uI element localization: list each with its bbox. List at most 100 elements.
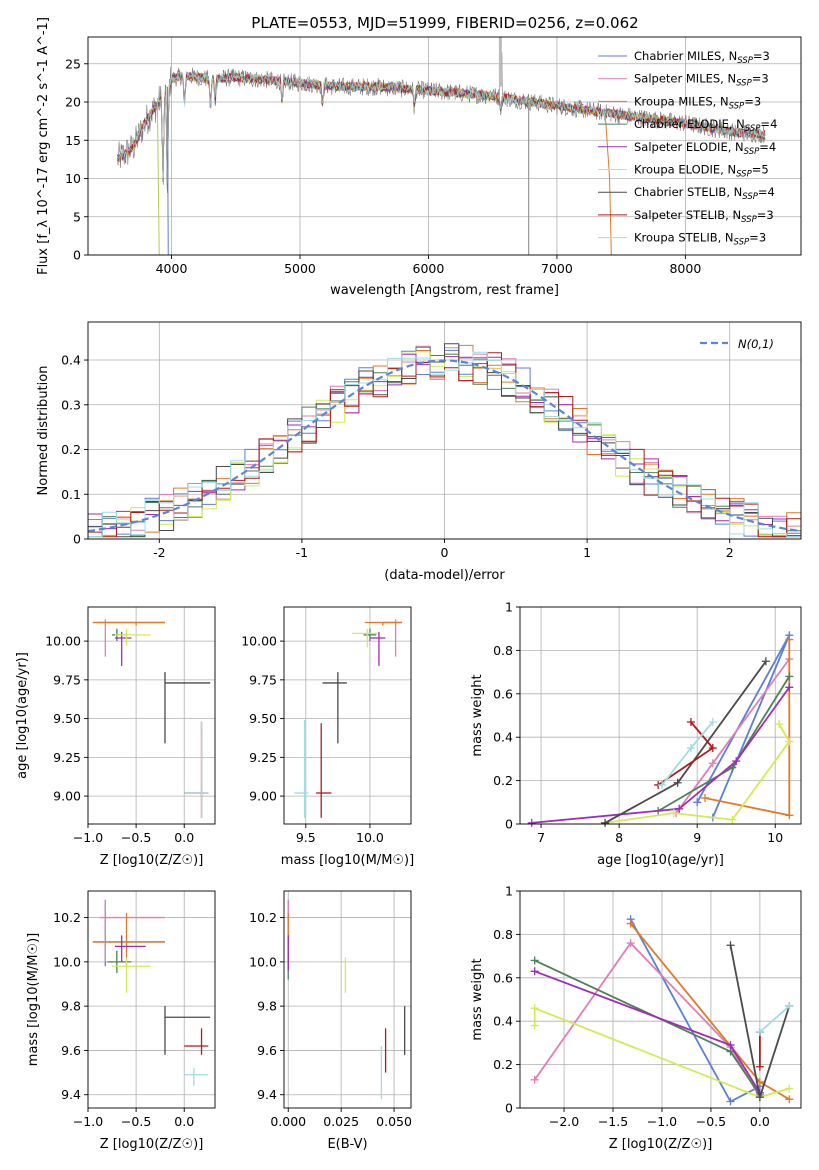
y-tick-label: 10.00 xyxy=(241,634,277,649)
weight-marker-KS xyxy=(708,718,717,727)
observed-spectrum xyxy=(117,52,766,194)
y-tick-label: 10.2 xyxy=(53,910,81,925)
normal-reference-curve xyxy=(88,359,801,533)
y-tick-label: 10.2 xyxy=(249,910,277,925)
y-tick-label: 15 xyxy=(65,133,81,148)
x-tick-label: 0.050 xyxy=(376,1114,412,1129)
weight-marker-KS xyxy=(658,780,667,789)
weight-marker-KS xyxy=(686,744,695,753)
weight-marker-CS xyxy=(755,1093,764,1102)
y-tick-label: 9.00 xyxy=(53,789,81,804)
weight-marker-SE xyxy=(530,967,539,976)
y-tick-label: 9.4 xyxy=(257,1087,277,1102)
figure-title: PLATE=0553, MJD=51999, FIBERID=0256, z=0… xyxy=(251,14,638,32)
legend-label-SE: Salpeter ELODIE, NSSP=4 xyxy=(634,140,776,157)
y-tick-label: 0.1 xyxy=(61,487,81,502)
model-drop xyxy=(605,121,612,255)
model-drop xyxy=(156,102,160,255)
y-tick-label: 0 xyxy=(505,1101,513,1116)
x-axis-label: Z [log10(Z/Z☉)] xyxy=(100,853,204,868)
x-axis-label: mass [log10(M/M☉)] xyxy=(281,853,414,868)
x-tick-label: 0.0 xyxy=(750,1114,770,1129)
x-tick-label: −1.5 xyxy=(598,1114,628,1129)
histogram-SS xyxy=(88,352,801,538)
spectrum-panel: 4000 5000 6000 7000 8000 0 5 10 15 20 25 Chabrier M… xyxy=(65,36,802,276)
y-axis-label: mass weight xyxy=(470,674,485,756)
weight-marker-KM xyxy=(626,919,635,928)
x-tick-label: −2.0 xyxy=(549,1114,579,1129)
legend-label-CE: Chabrier ELODIE, NSSP=4 xyxy=(634,117,777,134)
y-tick-label: 9.8 xyxy=(257,999,277,1014)
y-tick-label: 0.6 xyxy=(493,970,513,985)
y-tick-label: 25 xyxy=(65,56,81,71)
weight-line-CE xyxy=(534,959,761,1096)
x-axis-label: Z [log10(Z/Z☉)] xyxy=(609,1137,713,1152)
series xyxy=(530,915,794,1106)
weight-line-KM xyxy=(629,922,790,1101)
y-tick-label: 5 xyxy=(73,209,81,224)
weight-marker-CM xyxy=(693,798,702,807)
x-tick-label: 1 xyxy=(583,545,591,560)
y-tick-label: 9.00 xyxy=(249,789,277,804)
legend-label-KM: Kroupa MILES, NSSP=3 xyxy=(634,94,761,111)
y-tick-label: 0.4 xyxy=(493,730,513,745)
y-axis-label: mass weight xyxy=(470,958,485,1040)
x-axis-label: age [log10(age/yr)] xyxy=(597,853,724,868)
y-tick-label: 20 xyxy=(65,95,81,110)
weight-marker-KM xyxy=(785,635,794,644)
age-vs-metallicity-panel: −1.0 −0.5 0.0 9.00 9.25 9.50 9.75 10.00 xyxy=(45,606,216,845)
legend-label-KS: Kroupa STELIB, NSSP=3 xyxy=(634,231,766,248)
y-tick-label: 0.6 xyxy=(493,686,513,701)
weight-marker-CE xyxy=(785,672,794,681)
y-tick-label: 0.2 xyxy=(493,773,513,788)
residuals-panel: -2 -1 0 1 2 0 0.1 0.2 0.3 0.4 N(0,1) xyxy=(61,321,802,560)
histograms xyxy=(88,343,801,538)
weight-marker-SS xyxy=(708,744,717,753)
x-tick-label: 4000 xyxy=(156,261,188,276)
x-tick-label: 10.0 xyxy=(356,830,384,845)
weight-marker-KM xyxy=(785,1095,794,1104)
weight-marker-KS xyxy=(755,1028,764,1037)
y-tick-label: 9.25 xyxy=(249,750,277,765)
weight-marker-KE xyxy=(669,809,678,818)
weight-marker-KE xyxy=(728,815,737,824)
axes-frame xyxy=(87,321,802,540)
model-spectrum-CS xyxy=(117,71,766,181)
axes-frame xyxy=(87,890,216,1109)
y-tick-label: 9.6 xyxy=(61,1043,81,1058)
weight-line-KE xyxy=(533,1006,790,1099)
weight-marker-KE xyxy=(785,737,794,746)
weight-marker-KE xyxy=(775,720,784,729)
axes-frame xyxy=(283,606,412,825)
x-tick-label: 0.025 xyxy=(323,1114,359,1129)
x-tick-label: −0.5 xyxy=(121,830,151,845)
x-axis-label: E(B-V) xyxy=(327,1137,367,1152)
legend-label-normal: N(0,1) xyxy=(738,337,774,351)
y-tick-label: 10.0 xyxy=(249,954,277,969)
weight-line-CS xyxy=(604,660,767,824)
x-tick-label: 0.000 xyxy=(270,1114,306,1129)
x-tick-label: 0.0 xyxy=(174,830,194,845)
legend-label-CM: Chabrier MILES, NSSP=3 xyxy=(634,49,770,66)
y-tick-label: 10.00 xyxy=(45,634,81,649)
weight-marker-SE xyxy=(726,1041,735,1050)
age-vs-mass-panel: 9.5 10.0 9.00 9.25 9.50 9.75 10.00 xyxy=(241,606,412,845)
weight-vs-metallicity-panel: −2.0 −1.5 −1.0 −0.5 0.0 0 0.2 0.4 0.6 0.8 1 xyxy=(493,884,802,1129)
mass-vs-extinction-panel: 0.000 0.025 0.050 9.4 9.6 9.8 10.0 10.2 xyxy=(249,890,412,1129)
grid xyxy=(284,891,411,1108)
y-tick-label: 10.0 xyxy=(53,954,81,969)
mass-vs-metallicity-panel: −1.0 −0.5 0.0 9.4 9.6 9.8 10.0 10.2 xyxy=(53,890,216,1129)
axes-frame xyxy=(519,606,802,825)
x-tick-label: −1.0 xyxy=(647,1114,677,1129)
legend: Chabrier MILES, NSSP=3 Salpeter MILES, NS… xyxy=(598,49,777,248)
y-tick-label: 0.4 xyxy=(61,353,81,368)
x-tick-label: 9 xyxy=(693,830,701,845)
legend-label-KE: Kroupa ELODIE, NSSP=5 xyxy=(634,163,769,180)
y-tick-label: 9.6 xyxy=(257,1043,277,1058)
y-tick-label: 0 xyxy=(73,248,81,263)
x-tick-label: 8000 xyxy=(669,261,701,276)
x-tick-label: -1 xyxy=(296,545,308,560)
weight-marker-KM xyxy=(785,811,794,820)
y-axis-label: age [log10(age/yr)] xyxy=(15,652,30,779)
weight-marker-SS xyxy=(755,1062,764,1071)
